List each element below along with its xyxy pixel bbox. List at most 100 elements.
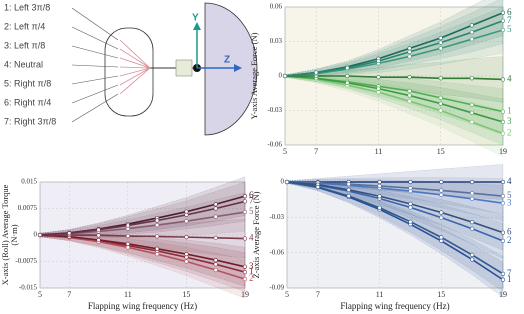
x-tick-label: 7 [316,290,320,299]
leader-line [71,26,119,50]
data-point [500,10,506,15]
series-line [284,29,504,77]
data-point [438,76,443,81]
data-point [470,226,475,231]
fan-line [119,66,151,69]
data-point [408,186,413,191]
y-tick-label: 0.03 [270,37,283,45]
data-point [500,194,506,199]
x-tick-label: 7 [67,290,71,299]
x-axis-label: Flapping wing frequency (Hz) [340,301,449,311]
data-point [242,270,248,275]
data-point [500,119,506,125]
series-label: 1 [507,106,512,116]
y-tick-label: 0.0075 [18,204,38,212]
fan-line [119,67,151,86]
data-point [500,179,506,185]
data-point [470,196,475,201]
data-point [439,235,444,240]
data-point [469,102,474,107]
data-point [96,233,101,238]
series-label: 6 [507,7,512,17]
data-point [377,183,382,189]
series-label: 5 [249,206,254,216]
wing-label: 5: Right π/8 [4,78,51,88]
fan-line [119,67,151,77]
series-line [286,181,504,234]
spread-band [284,0,504,78]
series-label: 5 [507,190,512,200]
data-point [469,37,474,42]
data-point [125,241,130,246]
x-tick-label: 15 [437,290,445,299]
data-point [469,119,474,125]
x-tick-label: 19 [499,290,507,299]
data-point [438,101,443,106]
data-point [376,86,381,91]
series-label: 4 [249,233,254,243]
spread-band [286,180,504,298]
series-label: 2 [249,273,254,283]
data-point [315,184,320,190]
data-point [213,202,218,207]
data-point [500,18,506,23]
fan-line [119,39,151,69]
x-tick-label: 15 [182,290,190,299]
x-tick-label: 11 [375,147,383,156]
data-point [242,199,248,204]
data-point [184,219,189,224]
data-point [438,46,443,51]
y-tick-label: -0.015 [19,284,38,292]
data-point [439,215,444,220]
wing-label: 4: Neutral [4,59,43,69]
x-tick-label: 19 [241,290,249,299]
x-tick-label: 19 [499,147,507,156]
y-tick-label: -0.0075 [15,257,37,265]
y-axis-label: Y [192,13,199,24]
series-line [39,234,246,280]
fan-line [119,57,151,69]
leader-line [71,7,119,41]
data-point [439,188,444,193]
y-axis-label: (N·m) [9,224,19,245]
data-point [345,65,350,71]
data-point [438,35,443,41]
data-point [155,223,160,228]
data-point [500,27,506,33]
series-label: 4 [507,74,512,84]
series-label: 3 [249,261,254,271]
data-point [407,54,412,59]
data-point [500,271,506,276]
data-point [469,110,474,115]
data-point [470,191,475,196]
y-tick-label: 0 [34,231,38,239]
data-point [242,264,248,269]
joint [175,59,193,77]
series-line [285,75,504,81]
data-point [155,218,160,223]
y-tick-label: -0.03 [267,106,282,114]
spread-band [284,74,504,157]
data-point [184,259,189,264]
data-point [438,95,443,100]
y-axis-label: Y-axis Average Force (N) [249,32,259,119]
data-point [439,179,444,185]
spread-band [39,233,246,287]
data-point [469,23,474,28]
x-tick-label: 7 [314,147,318,156]
x-tick-label: 15 [437,147,445,156]
body-shape [204,2,258,136]
data-point [376,75,381,80]
data-point [125,233,130,239]
data-point [67,231,72,236]
data-point [439,238,444,243]
series-line [284,75,504,123]
data-point [408,205,413,210]
data-point [376,58,381,64]
data-point [377,205,382,210]
series-line [284,20,504,77]
series-line [40,234,246,240]
series-label: 7 [507,268,512,278]
data-point [213,235,218,240]
